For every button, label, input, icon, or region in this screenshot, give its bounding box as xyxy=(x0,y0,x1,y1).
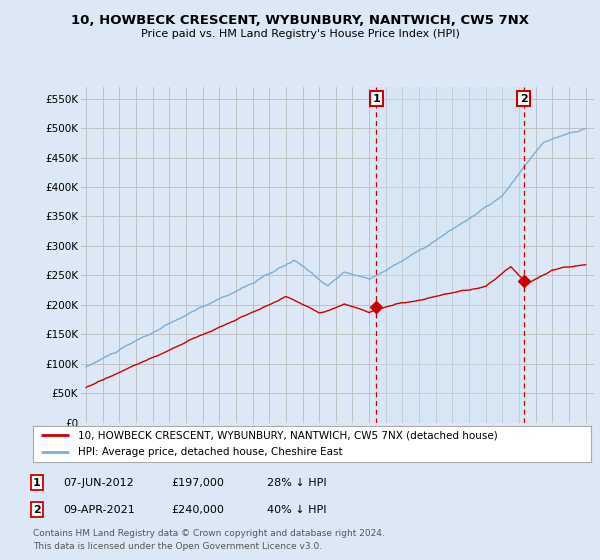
Text: 40% ↓ HPI: 40% ↓ HPI xyxy=(267,505,326,515)
Text: 10, HOWBECK CRESCENT, WYBUNBURY, NANTWICH, CW5 7NX: 10, HOWBECK CRESCENT, WYBUNBURY, NANTWIC… xyxy=(71,14,529,27)
Text: 1: 1 xyxy=(33,478,41,488)
Text: 1: 1 xyxy=(373,94,380,104)
Text: Price paid vs. HM Land Registry's House Price Index (HPI): Price paid vs. HM Land Registry's House … xyxy=(140,29,460,39)
Text: £240,000: £240,000 xyxy=(171,505,224,515)
Text: 28% ↓ HPI: 28% ↓ HPI xyxy=(267,478,326,488)
Text: £197,000: £197,000 xyxy=(171,478,224,488)
Text: HPI: Average price, detached house, Cheshire East: HPI: Average price, detached house, Ches… xyxy=(77,447,342,457)
Text: 10, HOWBECK CRESCENT, WYBUNBURY, NANTWICH, CW5 7NX (detached house): 10, HOWBECK CRESCENT, WYBUNBURY, NANTWIC… xyxy=(77,431,497,440)
Text: Contains HM Land Registry data © Crown copyright and database right 2024.: Contains HM Land Registry data © Crown c… xyxy=(33,529,385,538)
Text: 07-JUN-2012: 07-JUN-2012 xyxy=(63,478,134,488)
Text: 09-APR-2021: 09-APR-2021 xyxy=(63,505,135,515)
Text: 2: 2 xyxy=(33,505,41,515)
Text: 2: 2 xyxy=(520,94,527,104)
Bar xyxy=(376,87,524,423)
Text: This data is licensed under the Open Government Licence v3.0.: This data is licensed under the Open Gov… xyxy=(33,542,322,551)
